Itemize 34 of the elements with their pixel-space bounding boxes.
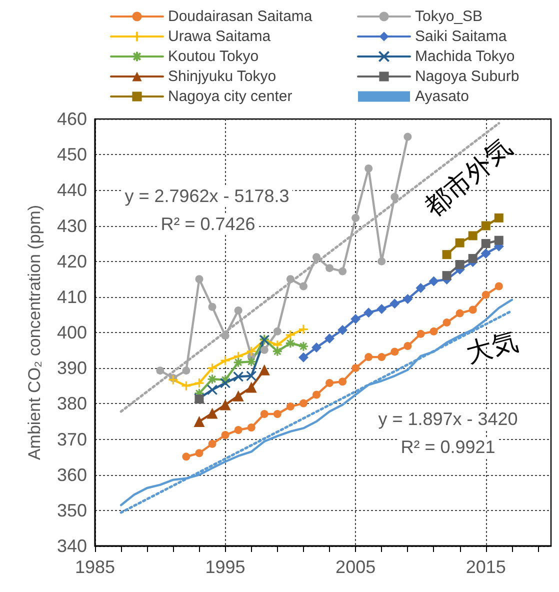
y-tick-label: 390 [56,358,87,378]
x-tick-label: 1985 [74,557,116,577]
annotation: 都市外気 [418,132,518,222]
legend-label: Saiki Saitama [415,28,508,45]
y-tick-label: 420 [56,251,87,272]
legend-label: Tokyo_SB [415,8,483,25]
annotation: R² = 0.7426 [160,214,256,234]
y-tick-label: 430 [56,216,87,236]
y-tick-label: 400 [56,322,87,342]
annotation: R² = 0.9921 [400,437,496,457]
y-tick-label: 410 [56,286,87,307]
legend-label: Koutou Tokyo [168,48,259,65]
y-tick-label: 460 [56,109,87,129]
x-tick-label: 1995 [205,557,246,577]
legend-label: Urawa Saitama [168,28,272,45]
legend-label: Doudairasan Saitama [168,8,313,25]
legend-label: Shinjyuku Tokyo [168,68,276,85]
annotation: 大気 [463,326,521,368]
y-tick-label: 380 [56,394,87,414]
legend-label: Nagoya Suburb [415,68,520,85]
y-tick-label: 360 [56,464,87,485]
annotation: y = 2.7962x - 5178.3 [124,186,290,206]
x-tick-label: 2015 [466,557,506,577]
y-tick-label: 350 [56,500,87,520]
y-tick-label: 370 [56,429,87,450]
annotation: y = 1.897x - 3420 [378,409,518,429]
y-tick-label: 450 [56,144,87,165]
x-tick-label: 2005 [336,557,376,577]
y-tick-label: 440 [56,180,87,200]
y-axis-title: Ambient CO₂ concentration (ppm) [25,204,44,460]
y-tick-label: 340 [56,536,87,556]
legend-label: Ayasato [415,88,469,105]
legend-label: Nagoya city center [168,88,292,105]
legend-label: Machida Tokyo [415,48,515,65]
